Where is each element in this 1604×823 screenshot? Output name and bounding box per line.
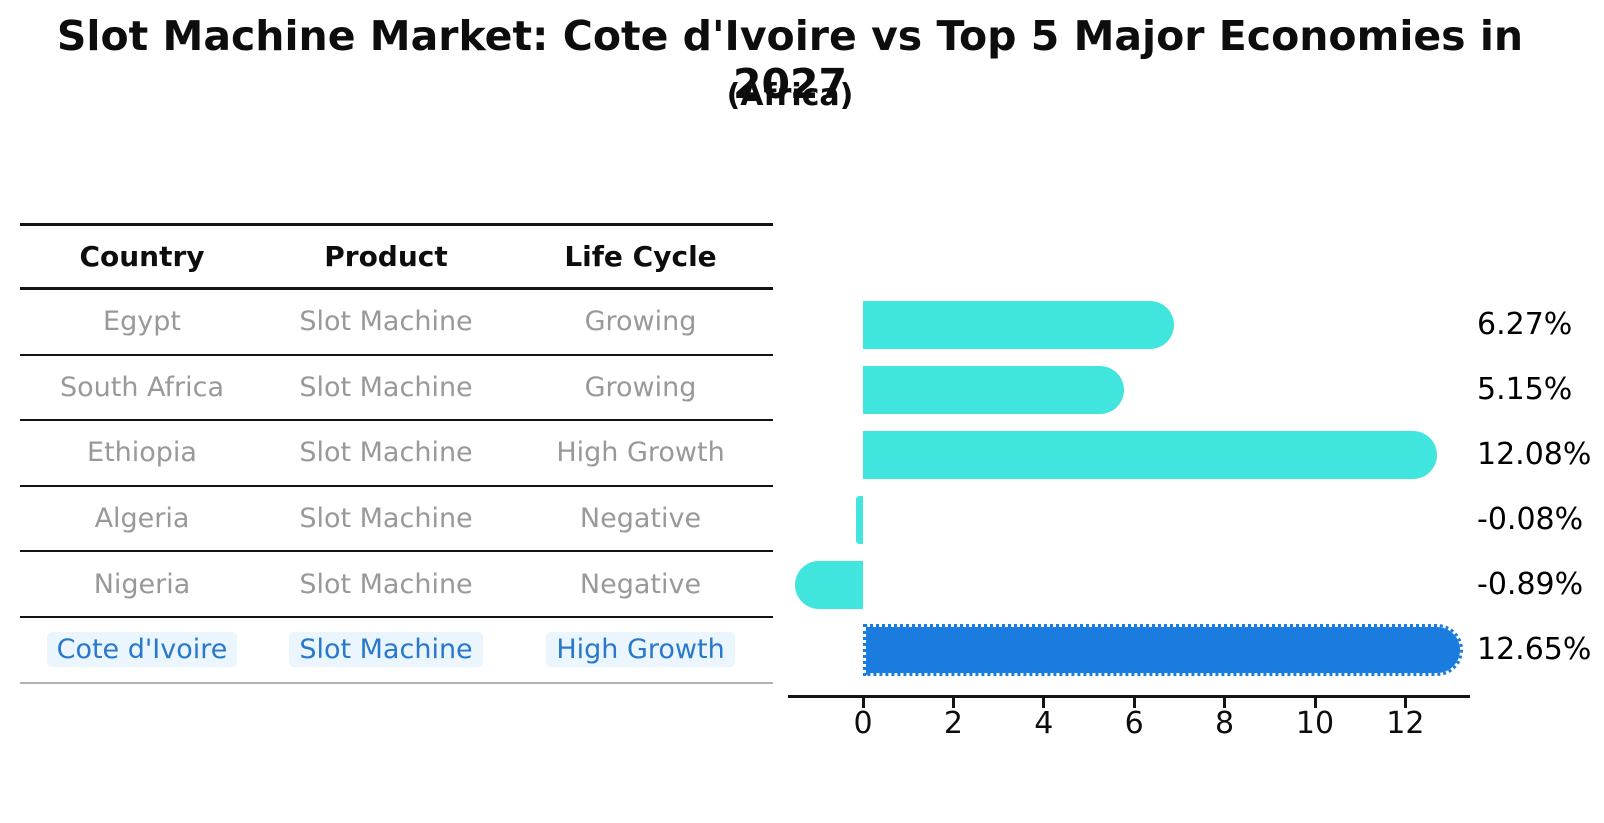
cell-life-cycle: Growing: [584, 371, 697, 403]
value-label: 6.27%: [1477, 307, 1573, 342]
bar-egypt: [863, 301, 1175, 349]
cell-product: Slot Machine: [299, 568, 473, 600]
x-tick-label: 6: [1124, 706, 1144, 741]
x-axis-tick: [1132, 698, 1136, 708]
cell-life-cycle: High Growth: [508, 632, 773, 668]
x-tick-label: 12: [1386, 706, 1425, 741]
table-row: South Africa Slot Machine Growing: [20, 356, 773, 422]
chart-subtitle: (Africa): [726, 78, 854, 113]
bar-nigeria: [794, 561, 863, 609]
cell-life-cycle: Negative: [579, 503, 702, 535]
bar-south-africa: [863, 366, 1124, 414]
x-axis-tick: [1313, 698, 1317, 708]
x-tick-label: 4: [1034, 706, 1054, 741]
x-axis-line: [788, 695, 1470, 698]
x-axis-tick: [1223, 698, 1227, 708]
column-header-country: Country: [79, 240, 205, 273]
x-tick-label: 0: [853, 706, 873, 741]
cell-life-cycle: High Growth: [556, 437, 725, 469]
bar-ethiopia: [863, 431, 1438, 479]
cell-product: Slot Machine: [299, 437, 473, 469]
table-row-highlighted: Cote d'Ivoire Slot Machine High Growth: [20, 618, 773, 684]
x-tick-label: 10: [1295, 706, 1335, 741]
x-axis-tick: [951, 698, 955, 708]
table-row: Ethiopia Slot Machine High Growth: [20, 421, 773, 487]
value-label: 12.65%: [1477, 632, 1592, 667]
value-label: 5.15%: [1477, 372, 1573, 407]
table-header-row: Country Product Life Cycle: [20, 226, 773, 290]
x-axis-tick: [861, 698, 865, 708]
bar-cote-divoire: [863, 624, 1463, 676]
cell-country: Cote d'Ivoire: [20, 632, 264, 668]
cell-country: Algeria: [94, 503, 190, 535]
table-row: Algeria Slot Machine Negative: [20, 487, 773, 553]
column-header-product: Product: [324, 240, 448, 273]
cell-product: Slot Machine: [299, 371, 473, 403]
table-row: Egypt Slot Machine Growing: [20, 290, 773, 356]
cell-life-cycle: Negative: [579, 568, 702, 600]
value-label: -0.08%: [1477, 502, 1584, 537]
cell-country: Ethiopia: [87, 437, 197, 469]
cell-product: Slot Machine: [299, 306, 473, 338]
x-tick-label: 2: [943, 706, 963, 741]
cell-life-cycle: Growing: [584, 306, 697, 338]
x-axis-tick: [1403, 698, 1407, 708]
bar-algeria: [856, 496, 863, 544]
cell-country: Nigeria: [93, 568, 191, 600]
chart-title: Slot Machine Market: Cote d'Ivoire vs To…: [56, 12, 1524, 108]
x-axis-tick: [1042, 698, 1046, 708]
table-row: Nigeria Slot Machine Negative: [20, 552, 773, 618]
cell-product: Slot Machine: [264, 632, 508, 668]
cell-country: South Africa: [59, 371, 225, 403]
cell-country: Egypt: [103, 306, 181, 338]
value-label: -0.89%: [1477, 567, 1584, 602]
column-header-life-cycle: Life Cycle: [564, 240, 717, 273]
cell-product: Slot Machine: [299, 503, 473, 535]
x-tick-label: 8: [1215, 706, 1235, 741]
country-table: Country Product Life Cycle Egypt Slot Ma…: [20, 223, 773, 684]
value-label: 12.08%: [1477, 437, 1592, 472]
